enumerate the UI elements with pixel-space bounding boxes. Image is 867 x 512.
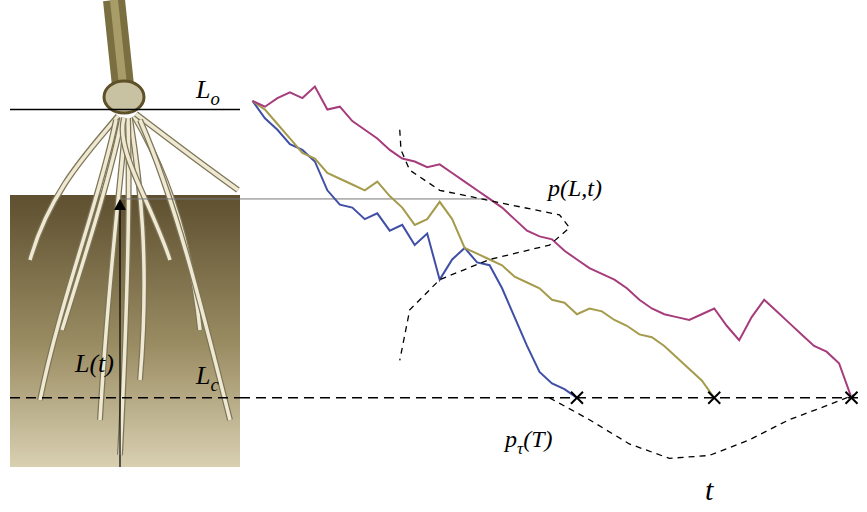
- svg-text:p(L,t): p(L,t): [546, 175, 602, 201]
- svg-text:Lc: Lc: [195, 361, 219, 395]
- svg-text:L(t): L(t): [74, 349, 114, 378]
- svg-text:Lo: Lo: [195, 75, 220, 109]
- svg-text:t: t: [705, 473, 714, 506]
- svg-text:pτ(T): pτ(T): [503, 426, 553, 458]
